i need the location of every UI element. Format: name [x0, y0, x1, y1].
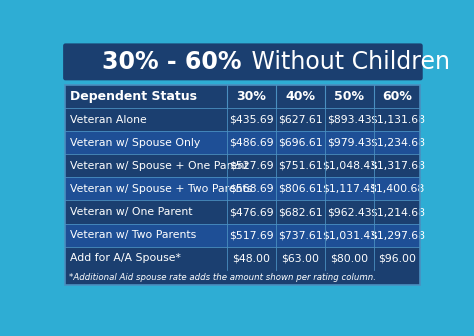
Text: $1,048.43: $1,048.43	[322, 161, 377, 171]
Text: $476.69: $476.69	[229, 207, 274, 217]
Text: $1,234.68: $1,234.68	[370, 138, 425, 148]
Text: $962.43: $962.43	[327, 207, 372, 217]
Text: $806.61: $806.61	[278, 184, 323, 194]
Text: Veteran w/ Spouse + Two Parents: Veteran w/ Spouse + Two Parents	[70, 184, 253, 194]
Text: 60%: 60%	[382, 90, 412, 103]
Text: $1,031.43: $1,031.43	[322, 230, 377, 240]
Text: Add for A/A Spouse*: Add for A/A Spouse*	[70, 253, 181, 263]
FancyBboxPatch shape	[65, 154, 420, 177]
Text: $517.69: $517.69	[229, 230, 274, 240]
Text: $696.61: $696.61	[278, 138, 323, 148]
FancyBboxPatch shape	[63, 43, 423, 80]
Text: 40%: 40%	[285, 90, 315, 103]
Text: $751.61: $751.61	[278, 161, 323, 171]
Text: Veteran Alone: Veteran Alone	[70, 115, 147, 125]
Text: *Additional Aid spouse rate adds the amount shown per rating column.: *Additional Aid spouse rate adds the amo…	[69, 273, 376, 282]
Text: $682.61: $682.61	[278, 207, 323, 217]
Text: $1,117.43: $1,117.43	[322, 184, 377, 194]
Text: Veteran w/ Two Parents: Veteran w/ Two Parents	[70, 230, 196, 240]
Text: $1,214.68: $1,214.68	[370, 207, 425, 217]
FancyBboxPatch shape	[65, 247, 420, 270]
FancyBboxPatch shape	[65, 201, 420, 223]
Text: $486.69: $486.69	[229, 138, 274, 148]
Text: Without Children: Without Children	[245, 50, 450, 74]
Text: 50%: 50%	[335, 90, 365, 103]
FancyBboxPatch shape	[65, 131, 420, 154]
Text: Dependent Status: Dependent Status	[70, 90, 197, 103]
Text: $568.69: $568.69	[229, 184, 274, 194]
FancyBboxPatch shape	[65, 85, 420, 108]
Text: Veteran w/ One Parent: Veteran w/ One Parent	[70, 207, 192, 217]
Text: Veteran w/ Spouse + One Parent: Veteran w/ Spouse + One Parent	[70, 161, 249, 171]
Text: $80.00: $80.00	[330, 253, 368, 263]
Text: 30% - 60%: 30% - 60%	[102, 50, 241, 74]
Text: $1,297.68: $1,297.68	[370, 230, 425, 240]
Text: Veteran w/ Spouse Only: Veteran w/ Spouse Only	[70, 138, 201, 148]
FancyBboxPatch shape	[65, 270, 420, 285]
Text: $1,400.68: $1,400.68	[370, 184, 425, 194]
FancyBboxPatch shape	[65, 108, 420, 131]
Text: $627.61: $627.61	[278, 115, 323, 125]
Text: $737.61: $737.61	[278, 230, 323, 240]
Text: $1,131.68: $1,131.68	[370, 115, 425, 125]
Text: 30%: 30%	[237, 90, 266, 103]
FancyBboxPatch shape	[65, 177, 420, 201]
Text: $48.00: $48.00	[232, 253, 271, 263]
Text: $1,317.68: $1,317.68	[370, 161, 425, 171]
Text: $893.43: $893.43	[327, 115, 372, 125]
Text: $527.69: $527.69	[229, 161, 274, 171]
Text: $979.43: $979.43	[327, 138, 372, 148]
FancyBboxPatch shape	[65, 223, 420, 247]
Text: $63.00: $63.00	[282, 253, 319, 263]
Text: $435.69: $435.69	[229, 115, 274, 125]
Text: $96.00: $96.00	[378, 253, 416, 263]
